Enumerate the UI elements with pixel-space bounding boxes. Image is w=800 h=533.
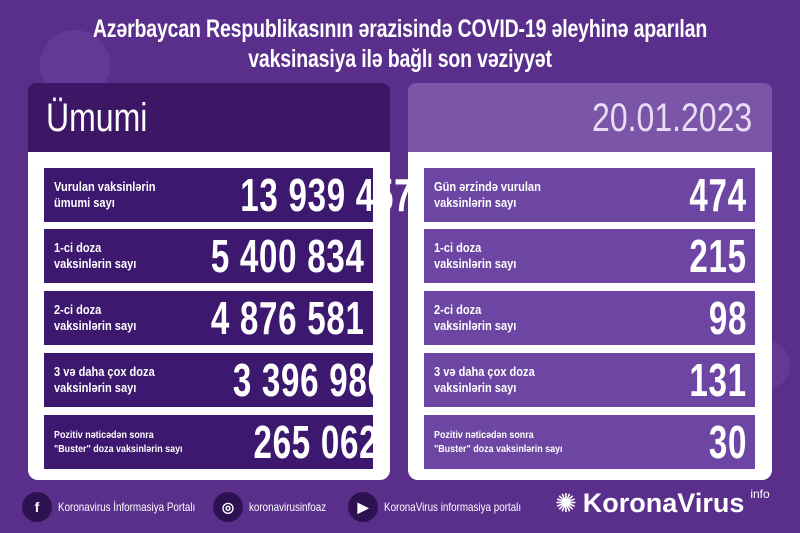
facebook-link[interactable]: f Koronavirus İnformasiya Portalı (22, 492, 225, 522)
stat-label: 3 və daha çox doza vaksinlərin sayı (54, 364, 155, 395)
youtube-link[interactable]: ▶ KoronaVirus informasiya portalı (348, 492, 551, 522)
stat-value: 4 876 581 (211, 292, 365, 344)
stat-row: 1-ci doza vaksinlərin sayı 5 400 834 (44, 229, 373, 283)
stat-value: 131 (689, 354, 747, 406)
koronavirus-logo: ✺ KoronaVirus info (555, 486, 770, 519)
stat-label: Pozitiv nəticədən sonra "Buster" doza vak… (54, 429, 183, 455)
youtube-icon: ▶ (348, 492, 378, 522)
stat-value: 30 (708, 416, 747, 468)
stat-value: 215 (689, 230, 747, 282)
stat-value: 98 (708, 292, 747, 344)
stat-row: Vurulan vaksinlərin ümumi sayı 13 939 457 (44, 168, 413, 222)
total-header: Ümumi (28, 83, 390, 153)
date-header: 20.01.2023 (408, 83, 772, 153)
stat-row: 2-ci doza vaksinlərin sayı 98 (424, 291, 755, 345)
stat-row: 2-ci doza vaksinlərin sayı 4 876 581 (44, 291, 373, 345)
stat-row: Pozitiv nəticədən sonra "Buster" doza vak… (424, 415, 755, 469)
stat-value: 5 400 834 (211, 230, 365, 282)
stat-label: Gün ərzində vurulan vaksinlərin sayı (434, 179, 541, 210)
stat-label: Vurulan vaksinlərin ümumi sayı (54, 179, 156, 210)
instagram-link[interactable]: ◎ koronavirusinfoaz (213, 492, 343, 522)
stat-label: Pozitiv nəticədən sonra "Buster" doza vak… (434, 429, 563, 455)
stat-label: 1-ci doza vaksinlərin sayı (434, 240, 517, 271)
stat-value: 3 396 980 (232, 354, 387, 406)
facebook-icon: f (22, 492, 52, 522)
stat-value: 265 062 (253, 416, 379, 468)
stat-label: 3 və daha çox doza vaksinlərin sayı (434, 364, 535, 395)
stat-row: Gün ərzində vurulan vaksinlərin sayı 474 (424, 168, 755, 222)
stat-label: 2-ci doza vaksinlərin sayı (434, 302, 517, 333)
stat-row: 3 və daha çox doza vaksinlərin sayı 3 396 … (44, 353, 385, 407)
stat-value: 13 939 457 (240, 169, 414, 221)
stat-label: 1-ci doza vaksinlərin sayı (54, 240, 137, 271)
page-title: Azərbaycan Respublikasının ərazisində CO… (92, 15, 708, 73)
instagram-icon: ◎ (213, 492, 243, 522)
stat-row: Pozitiv nəticədən sonra "Buster" doza vak… (44, 415, 378, 469)
stat-value: 474 (689, 169, 747, 221)
stat-label: 2-ci doza vaksinlərin sayı (54, 302, 137, 333)
stat-row: 1-ci doza vaksinlərin sayı 215 (424, 229, 755, 283)
stat-row: 3 və daha çox doza vaksinlərin sayı 131 (424, 353, 755, 407)
total-card: Vurulan vaksinlərin ümumi sayı 13 939 457 … (28, 152, 413, 480)
sun-virus-icon: ✺ (555, 488, 577, 518)
daily-card: Gün ərzində vurulan vaksinlərin sayı 474 1… (408, 152, 772, 480)
